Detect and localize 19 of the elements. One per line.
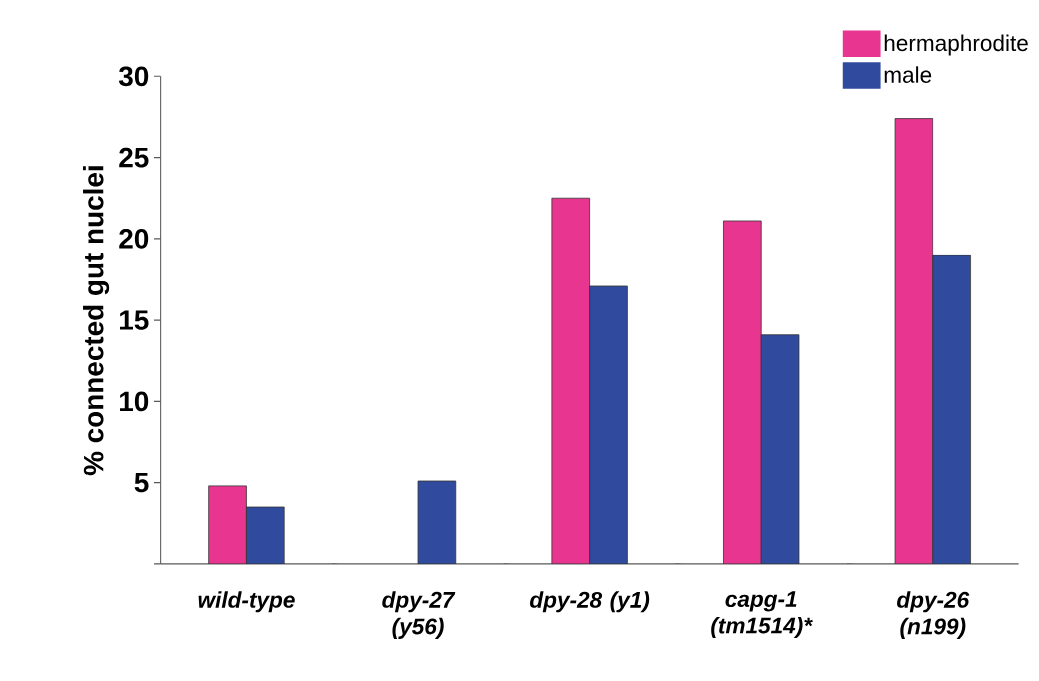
x-tick-label: dpy-27 (y56) — [382, 591, 456, 639]
y-axis-title: % connected gut nuclei — [83, 166, 110, 476]
bar — [589, 285, 628, 564]
y-tick-label: 20 — [119, 228, 149, 249]
x-tick-label: dpy-28 (y1) — [530, 591, 650, 613]
bar — [417, 480, 457, 564]
bar — [760, 334, 800, 564]
y-tick-label: 15 — [120, 310, 149, 330]
bar — [932, 254, 971, 564]
y-tick-label: 30 — [118, 66, 149, 87]
y-tick-label: 25 — [119, 147, 149, 168]
legend-label: male — [884, 66, 932, 83]
x-tick-label: capg-1 (tm1514)* — [711, 591, 813, 639]
x-tick-label: dpy-26 (n199) — [897, 591, 970, 639]
y-tick-label: 10 — [120, 391, 149, 412]
legend-label: hermaphrodite — [884, 34, 1028, 56]
x-tick-label: wild-type — [198, 591, 295, 613]
bar — [246, 506, 285, 564]
y-tick-label: 5 — [134, 472, 149, 493]
